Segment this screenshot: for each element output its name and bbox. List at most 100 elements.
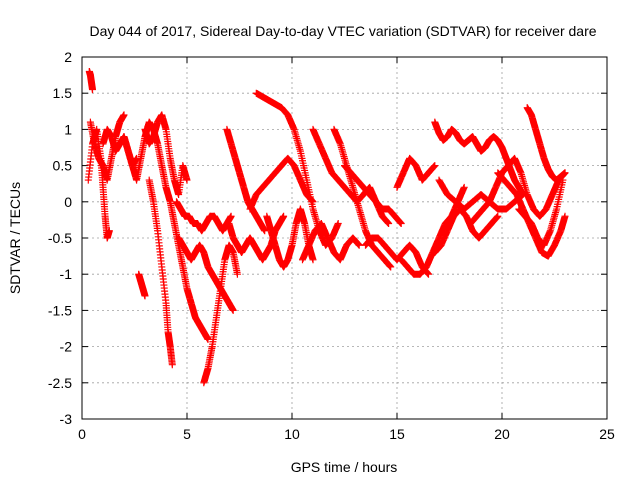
data-point-interp — [259, 249, 270, 263]
data-point-interp — [406, 242, 419, 256]
data-point-interp — [236, 170, 247, 190]
y-tick-label: -2 — [60, 339, 73, 355]
data-point — [385, 220, 393, 228]
data-point-interp — [162, 302, 172, 334]
data-point-interp — [196, 321, 207, 336]
data-point-interp — [341, 184, 354, 198]
data-point-interp — [511, 156, 524, 176]
series-track-25 — [431, 118, 527, 199]
data-point — [559, 176, 567, 184]
data-point-interp — [291, 163, 304, 183]
data-point-interp — [278, 104, 291, 118]
data-point-interp — [310, 127, 323, 147]
data-point — [460, 183, 468, 191]
data-point-interp — [188, 249, 199, 263]
data-point-interp — [95, 155, 107, 169]
data-point-interp — [150, 119, 161, 139]
data-point-interp — [543, 192, 556, 212]
series-track-6 — [141, 111, 191, 199]
data-point-interp — [551, 228, 564, 248]
data-point-interp — [213, 278, 224, 292]
data-point-interp — [398, 256, 411, 270]
data-point-interp — [532, 235, 545, 255]
data-point-interp — [259, 93, 272, 104]
data-point-interp — [192, 314, 203, 328]
data-point — [309, 256, 317, 264]
data-point-interp — [385, 206, 398, 220]
data-point-interp — [303, 191, 316, 205]
x-tick-label: 15 — [389, 426, 405, 442]
series-track-16 — [246, 154, 317, 213]
data-point-interp — [196, 242, 207, 256]
data-point-interp — [494, 169, 508, 183]
data-point-interp — [288, 221, 300, 247]
data-point-interp — [494, 137, 506, 151]
data-point-interp — [91, 141, 102, 161]
data-point-interp — [225, 221, 237, 241]
data-point-interp — [324, 235, 337, 255]
data-point-interp — [486, 185, 499, 205]
data-point-interp — [318, 221, 331, 241]
data-point-interp — [223, 127, 235, 147]
data-point-interp — [87, 120, 98, 146]
data-point-interp — [158, 112, 170, 132]
data-point-interp — [394, 249, 407, 263]
data-point-interp — [469, 133, 480, 147]
data-point-interp — [246, 235, 258, 249]
data-point-interp — [517, 171, 531, 197]
y-tick-label: -2.5 — [48, 375, 72, 391]
series-track-17 — [263, 205, 317, 271]
series-track-1 — [85, 67, 96, 94]
data-point — [355, 241, 363, 249]
data-point-interp — [305, 228, 319, 248]
data-point-interp — [158, 266, 170, 304]
x-tick-label: 20 — [494, 426, 510, 442]
y-tick-label: -0.5 — [48, 230, 72, 246]
data-point — [309, 198, 317, 206]
y-tick-label: -1.5 — [48, 302, 72, 318]
series-track-23 — [393, 154, 439, 191]
data-point-interp — [557, 213, 569, 234]
plot-frame — [81, 56, 608, 420]
data-point-interp — [297, 177, 310, 197]
data-point-interp — [457, 206, 470, 220]
x-tick-label: 0 — [78, 426, 86, 442]
data-point-interp — [536, 141, 548, 161]
data-point-interp — [284, 155, 298, 169]
data-point-interp — [391, 213, 405, 227]
data-point-interp — [553, 178, 566, 211]
data-point-interp — [276, 213, 287, 227]
data-point-interp — [284, 112, 298, 132]
series-track-28 — [467, 154, 569, 228]
y-tick-label: 0.5 — [53, 158, 73, 174]
data-point-interp — [553, 173, 564, 184]
data-point-interp — [331, 127, 344, 147]
chart-title: Day 044 of 2017, Sidereal Day-to-day VTE… — [89, 23, 596, 39]
data-point-interp — [221, 293, 233, 307]
data-point-interp — [341, 162, 354, 176]
data-point-interp — [247, 192, 260, 212]
data-point-interp — [373, 198, 386, 212]
data-point-interp — [328, 169, 342, 183]
data-point-interp — [379, 213, 392, 227]
data-point-interp — [381, 242, 394, 256]
data-point — [561, 212, 569, 220]
data-point — [431, 162, 439, 170]
data-point-interp — [209, 271, 220, 285]
data-point-interp — [291, 127, 304, 153]
data-point-interp — [425, 162, 438, 176]
data-point-interp — [263, 213, 275, 234]
data-point-interp — [419, 169, 432, 183]
data-point-interp — [297, 150, 310, 182]
data-point-interp — [499, 162, 512, 176]
data-point-interp — [360, 184, 373, 198]
data-point-interp — [175, 235, 186, 249]
data-point-interp — [99, 186, 109, 218]
y-tick-label: -3 — [60, 411, 73, 427]
series-track-9 — [162, 183, 212, 343]
data-point-interp — [541, 228, 554, 248]
data-point-interp — [448, 126, 459, 137]
data-point-interp — [253, 90, 266, 101]
data-point-interp — [230, 250, 241, 276]
data-point-interp — [200, 366, 212, 386]
